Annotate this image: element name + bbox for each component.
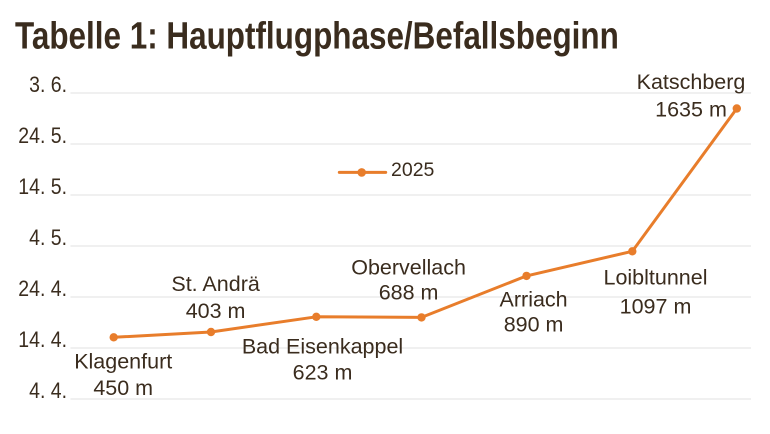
- svg-text:Tabelle 1: Hauptflugphase/Befa: Tabelle 1: Hauptflugphase/Befallsbeginn: [15, 15, 619, 58]
- svg-text:2025: 2025: [391, 159, 435, 181]
- svg-text:4. 5.: 4. 5.: [29, 226, 67, 250]
- svg-text:14. 5.: 14. 5.: [18, 175, 67, 199]
- svg-text:688 m: 688 m: [379, 281, 439, 305]
- svg-text:4. 4.: 4. 4.: [29, 379, 67, 403]
- svg-text:Katschberg: Katschberg: [637, 70, 746, 94]
- svg-text:Arriach: Arriach: [500, 287, 568, 311]
- svg-text:Bad Eisenkappel: Bad Eisenkappel: [242, 334, 403, 358]
- svg-text:14. 4.: 14. 4.: [18, 328, 67, 352]
- svg-text:1635 m: 1635 m: [655, 98, 727, 122]
- svg-text:Obervellach: Obervellach: [351, 255, 466, 279]
- svg-text:Klagenfurt: Klagenfurt: [74, 350, 172, 374]
- svg-text:24. 5.: 24. 5.: [18, 124, 67, 148]
- svg-text:890 m: 890 m: [504, 312, 564, 336]
- svg-text:450 m: 450 m: [93, 376, 153, 400]
- svg-text:Loibltunnel: Loibltunnel: [603, 266, 707, 290]
- svg-text:24. 4.: 24. 4.: [18, 277, 67, 301]
- svg-text:623 m: 623 m: [293, 360, 353, 384]
- svg-text:1097 m: 1097 m: [620, 295, 692, 319]
- svg-text:St. Andrä: St. Andrä: [171, 272, 259, 296]
- svg-text:403 m: 403 m: [186, 299, 246, 323]
- svg-text:3. 6.: 3. 6.: [29, 73, 67, 97]
